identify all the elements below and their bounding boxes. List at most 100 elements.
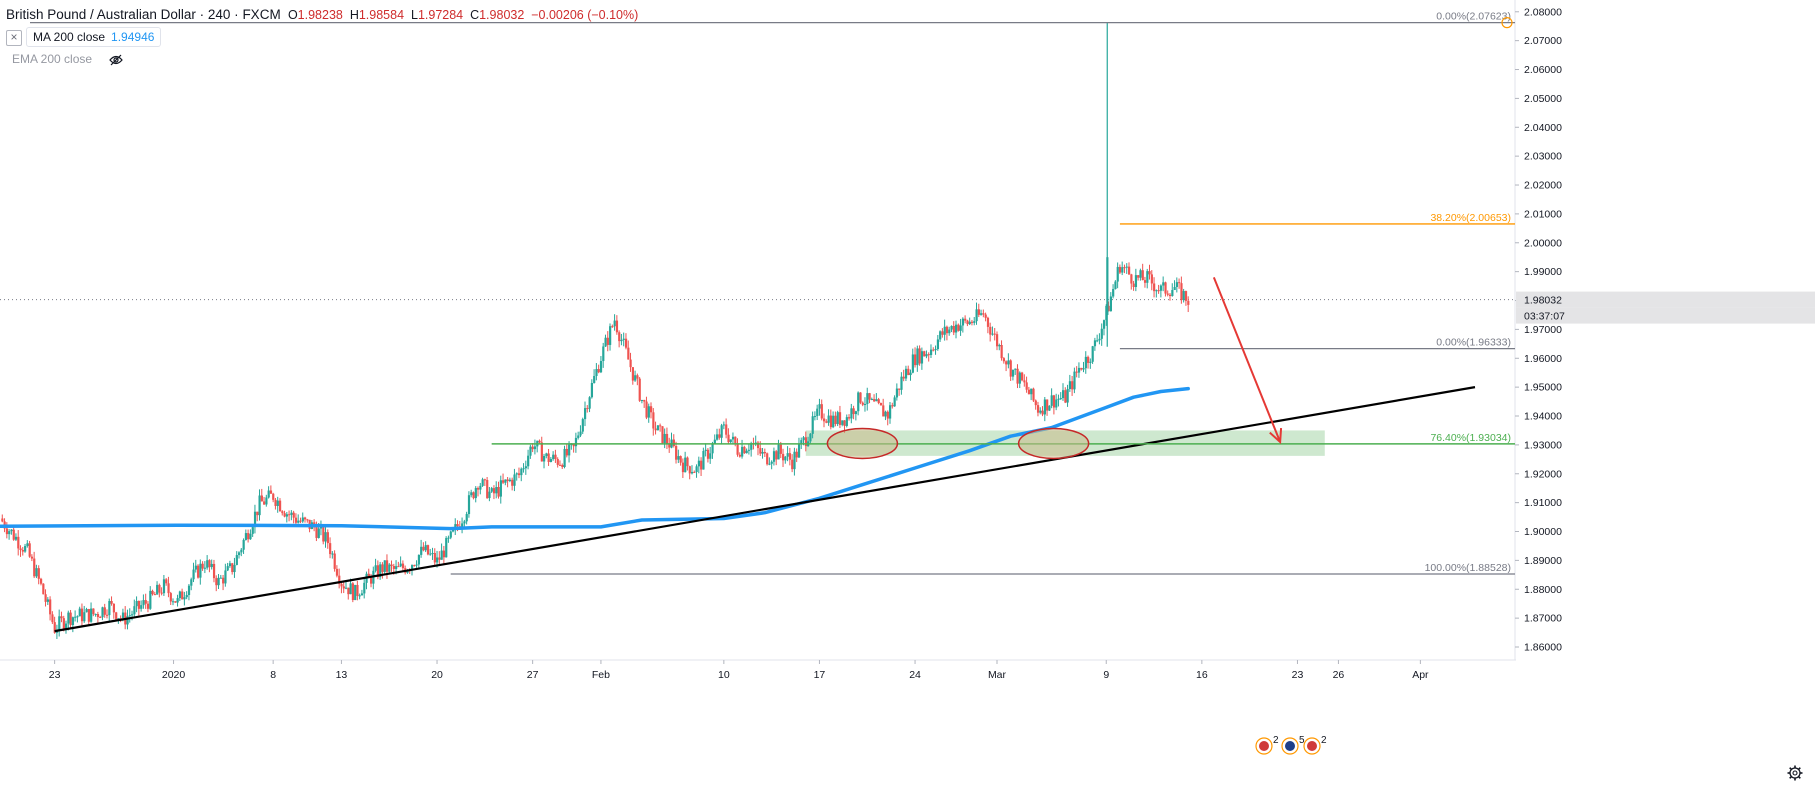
candle-body xyxy=(679,456,682,463)
highlight-ellipse[interactable] xyxy=(1017,427,1090,460)
indicator-ma-200[interactable]: × MA 200 close 1.94946 xyxy=(6,26,638,48)
candle-body xyxy=(977,309,980,315)
ma-200-label-box[interactable]: MA 200 close 1.94946 xyxy=(26,27,162,47)
candle-body xyxy=(1162,282,1165,286)
close-x-icon[interactable]: × xyxy=(6,29,22,46)
candle-body xyxy=(554,454,557,460)
candle-body xyxy=(1091,346,1094,362)
candle-body xyxy=(964,318,967,321)
candle-body xyxy=(975,309,978,322)
gear-icon[interactable] xyxy=(1787,765,1803,781)
candle-body xyxy=(178,591,182,599)
candle-body xyxy=(1059,398,1062,400)
candle-body xyxy=(187,585,191,596)
candle-body xyxy=(344,587,348,589)
candle-body xyxy=(167,583,170,594)
candle-body xyxy=(436,557,439,563)
candle-body xyxy=(426,545,430,555)
candle-body xyxy=(1096,340,1099,342)
candle-body xyxy=(256,511,259,516)
price-tick-label: 2.06000 xyxy=(1524,64,1562,76)
candle-body xyxy=(659,425,662,427)
ma-200-path[interactable] xyxy=(0,386,1190,531)
candle-body xyxy=(861,402,864,405)
candle-body xyxy=(1062,390,1065,399)
candle-body xyxy=(911,354,914,373)
candle-body xyxy=(511,479,514,486)
candle-body xyxy=(490,488,493,492)
candle-body xyxy=(233,564,236,573)
candle-body xyxy=(602,346,605,362)
candle-body xyxy=(763,451,767,454)
candle-body xyxy=(151,590,154,595)
candle-body xyxy=(99,617,102,619)
candle-body xyxy=(556,459,559,465)
candle-body xyxy=(156,584,159,595)
candle-body xyxy=(171,601,175,603)
candle-body xyxy=(565,448,568,456)
candle-body xyxy=(224,570,227,584)
candle-body xyxy=(363,582,366,594)
flag-au-icon-fill xyxy=(1285,741,1295,751)
candle-body xyxy=(506,479,509,482)
candle-body xyxy=(620,339,623,342)
candle-body xyxy=(30,556,34,559)
ascending-trendline[interactable] xyxy=(54,386,1476,633)
candle-body xyxy=(663,433,666,444)
candle-body xyxy=(652,412,655,429)
candle-body xyxy=(583,408,587,420)
candle-body xyxy=(531,446,534,450)
candle-body xyxy=(613,320,616,327)
candle-body xyxy=(449,531,452,538)
fib-anchor-handle[interactable] xyxy=(1501,17,1513,29)
price-tick-label: 2.04000 xyxy=(1524,122,1562,134)
candle-body xyxy=(14,536,18,540)
candle-body xyxy=(431,552,434,554)
arrow-shaft[interactable] xyxy=(1212,277,1282,443)
candle-body xyxy=(401,563,405,569)
time-tick-label: 26 xyxy=(1333,669,1345,681)
candle-body xyxy=(1116,266,1119,282)
candle-body xyxy=(26,543,29,546)
candle-body xyxy=(110,601,113,604)
candle-body xyxy=(92,608,95,615)
candle-body xyxy=(451,529,455,532)
highlight-ellipse[interactable] xyxy=(826,427,899,460)
candle-body xyxy=(190,579,193,586)
candle-body xyxy=(741,446,744,457)
candle-body xyxy=(356,584,359,596)
candle-body xyxy=(240,549,243,553)
symbol-header[interactable]: British Pound / Australian Dollar · 240 … xyxy=(6,4,638,26)
candle-body xyxy=(989,326,992,335)
candle-body xyxy=(146,603,150,609)
candle-body xyxy=(886,411,889,419)
candle-body xyxy=(634,375,637,381)
candle-body xyxy=(1109,296,1113,312)
candle-body xyxy=(317,528,320,538)
candle-body xyxy=(788,453,792,460)
candle-body xyxy=(970,321,974,323)
candle-body xyxy=(722,424,726,426)
fib-level-label: 0.00%(1.96333) xyxy=(1436,337,1511,349)
candle-body xyxy=(1159,285,1163,291)
price-tick-label: 1.93000 xyxy=(1524,439,1562,451)
candle-body xyxy=(126,616,129,625)
candle-body xyxy=(720,425,723,438)
indicator-ema-200[interactable]: EMA 200 close xyxy=(6,48,638,70)
eye-crossed-icon[interactable] xyxy=(109,54,124,66)
candle-body xyxy=(422,546,425,551)
candle-body xyxy=(1027,389,1031,395)
candle-body xyxy=(376,565,380,578)
candle-body xyxy=(1014,368,1017,370)
candle-body xyxy=(105,614,109,616)
last-price-label: 1.98032 xyxy=(1524,295,1562,307)
ma-200-name: MA 200 close xyxy=(33,30,106,44)
candle-body xyxy=(1175,282,1179,287)
candle-body xyxy=(941,331,944,335)
candle-body xyxy=(611,326,614,328)
candle-body xyxy=(1055,399,1058,408)
candle-body xyxy=(590,382,594,398)
candle-body xyxy=(442,550,446,558)
candle-body xyxy=(1089,361,1092,363)
